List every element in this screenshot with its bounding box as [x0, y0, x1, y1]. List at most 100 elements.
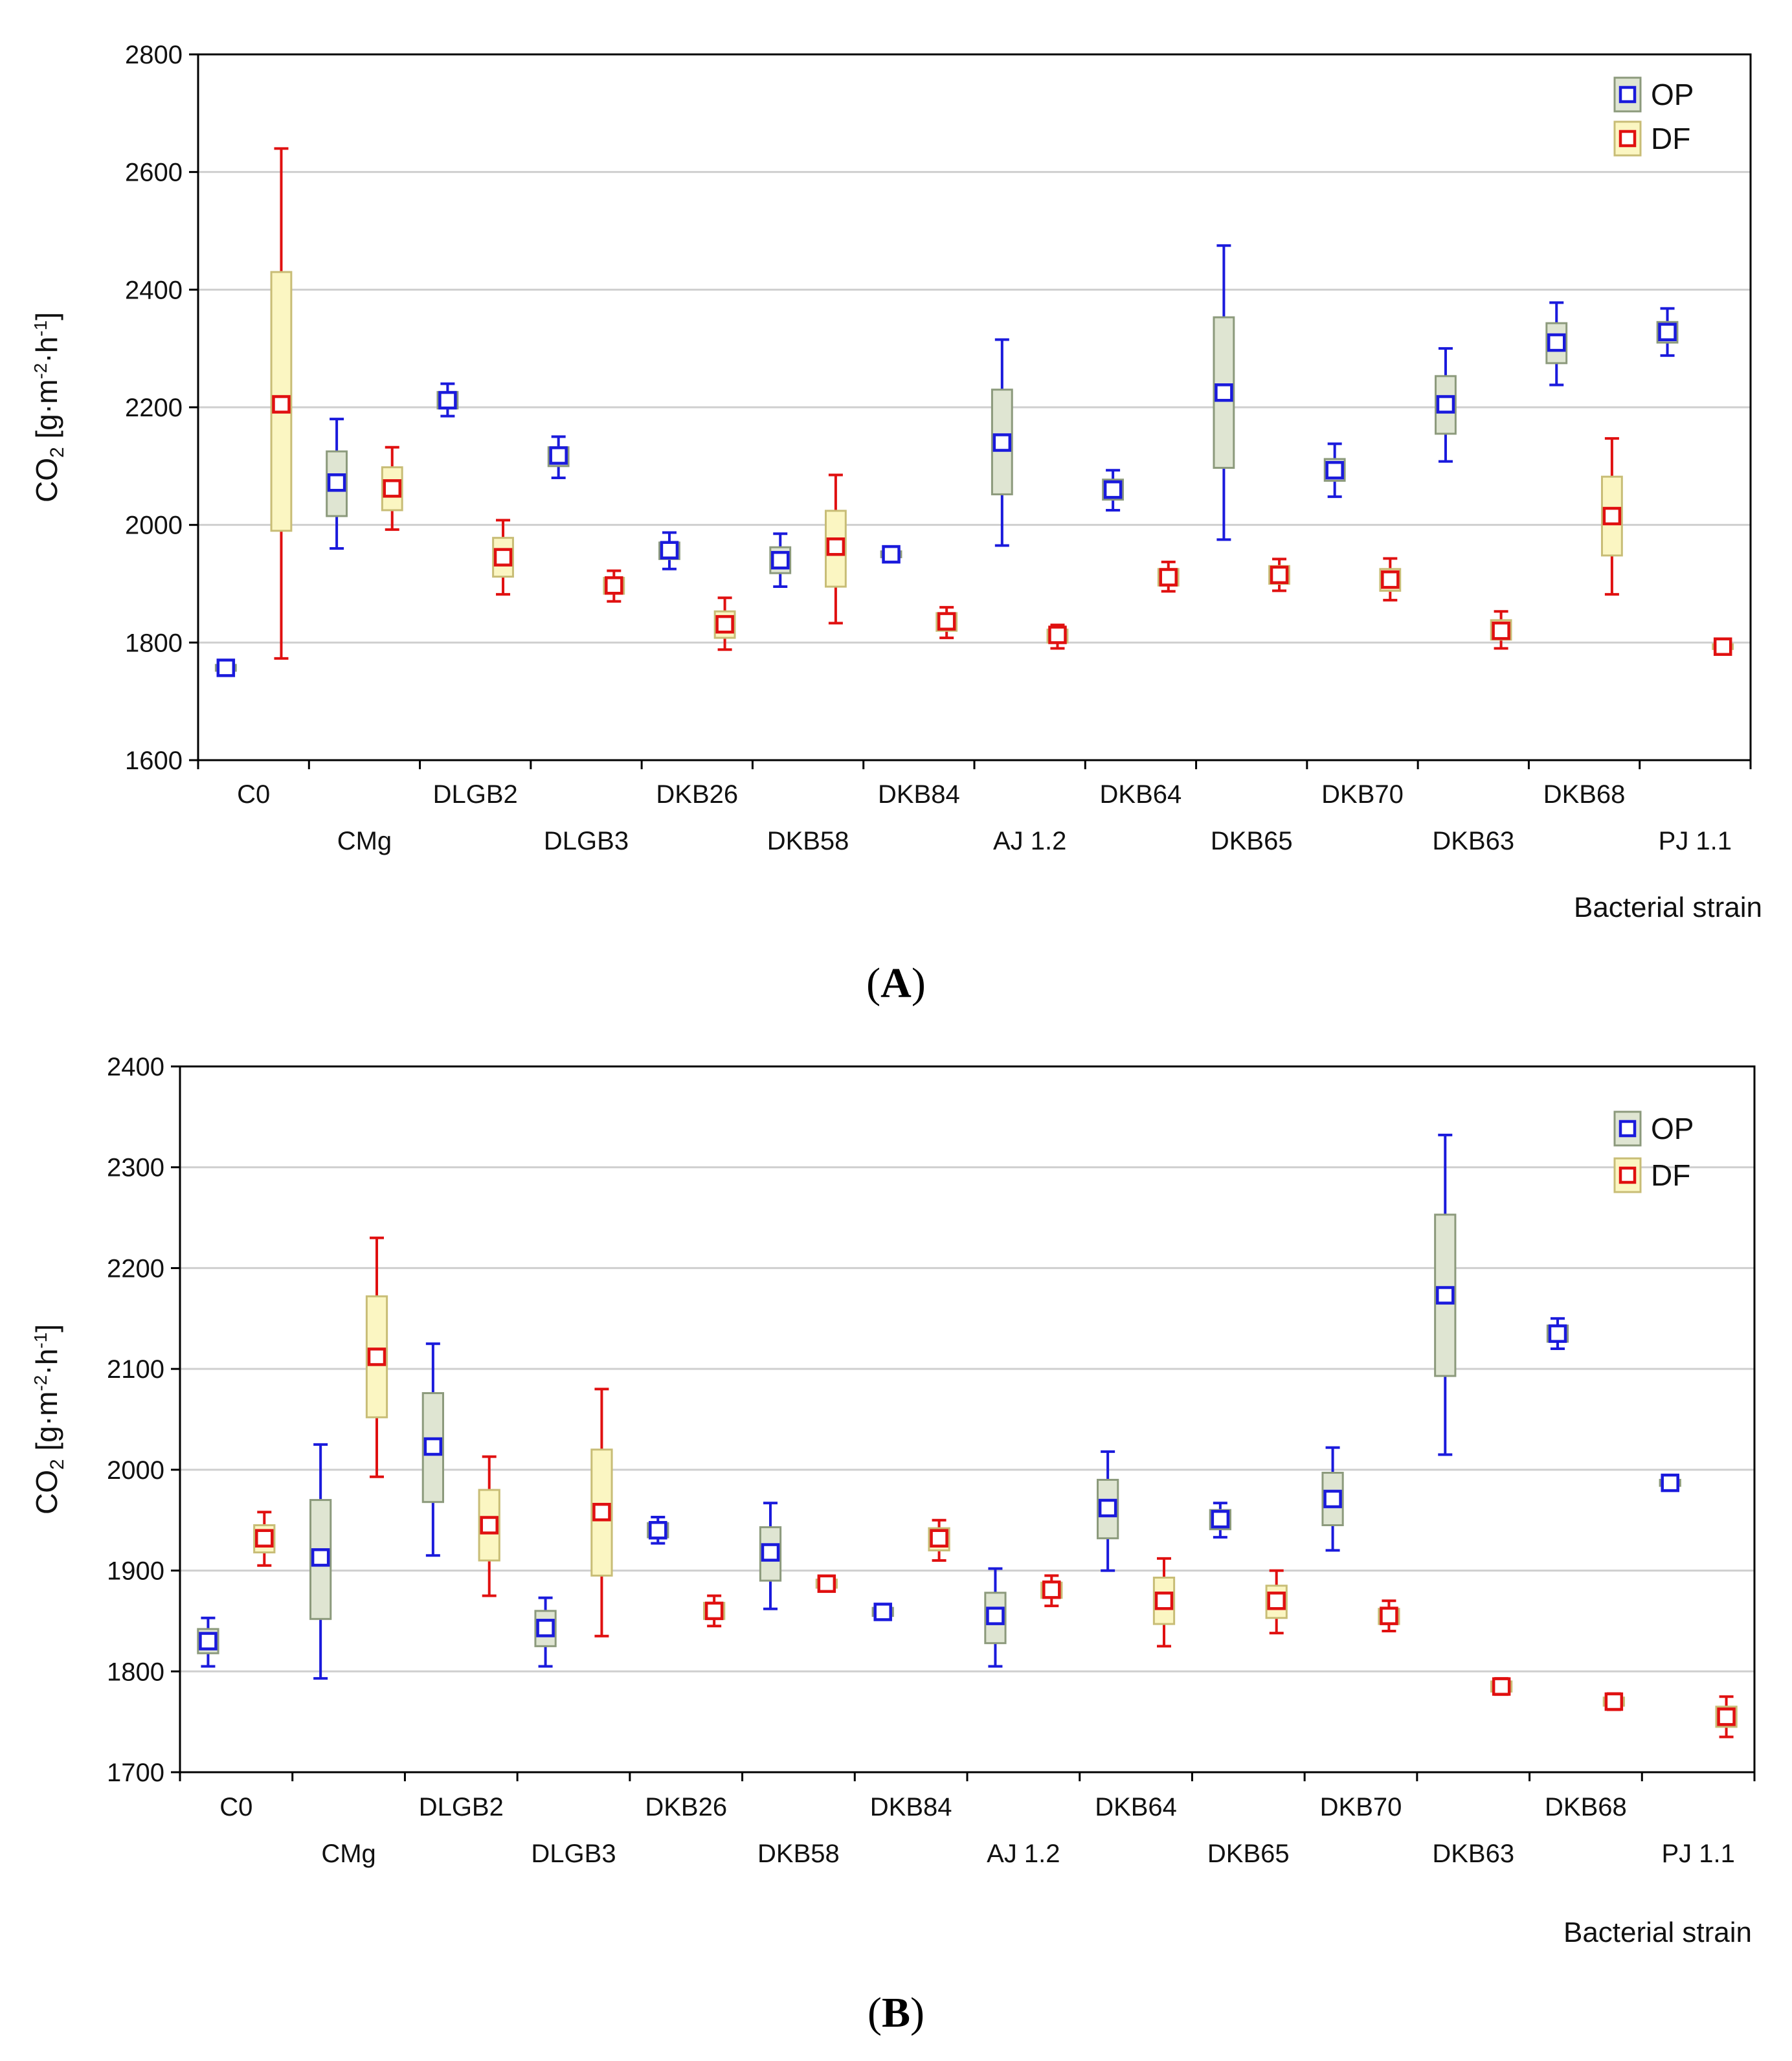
panel-label: (A) [866, 960, 926, 1007]
y-tick-label: 1600 [125, 747, 183, 775]
box-df-dkb26-mean-marker [704, 1601, 724, 1621]
box-op-dkb68-mean-marker [1547, 333, 1566, 352]
y-axis-label-part: -1 [30, 321, 50, 337]
y-tick-label: 1800 [107, 1658, 164, 1686]
box-df-dkb70-mean-marker [1380, 1606, 1398, 1625]
panel-label-letter: B [882, 1989, 910, 2036]
box-op-dkb26-mean-marker [660, 541, 679, 559]
x-tick-label-c0: C0 [219, 1793, 252, 1821]
box-df-c0-mean-marker [272, 395, 291, 414]
box-df-dlgb3-mean-marker [605, 576, 623, 595]
y-axis-label-part: CO [30, 1470, 63, 1515]
y-axis-label-part: ·h [30, 337, 63, 363]
panel-label: (B) [868, 1989, 924, 2036]
x-tick-label-dkb68: DKB68 [1543, 780, 1626, 809]
legend-label-df: DF [1651, 122, 1690, 155]
chart-a-svg: 1600 1800 2000 2200 2400 2600 2800 C0 CMg DLGB2 DL… [30, 41, 1762, 1007]
y-tick-label: 2200 [125, 394, 183, 422]
box-op-pj-1-1-mean-marker [1661, 1473, 1679, 1492]
chart-panel-b: 1700 1800 1900 2000 2100 2200 2300 2400 C0 CMg DLG… [0, 1030, 1792, 2061]
y-tick-label: 2200 [107, 1254, 164, 1283]
x-tick-label-cmg: CMg [321, 1840, 375, 1868]
box-df-aj-1-2-mean-marker [1042, 1580, 1061, 1599]
box-df-dkb64-mean-marker [1154, 1592, 1174, 1610]
box-df-dlgb2-mean-marker [480, 1516, 498, 1535]
x-tick-label-dkb26: DKB26 [645, 1793, 727, 1821]
panel-label-open: ( [868, 1989, 882, 2036]
y-axis-label: CO2 [g·m-2·h-1] [30, 312, 68, 502]
box-op-dkb64-mean-marker [1098, 1498, 1117, 1518]
box-op-dkb26-mean-marker [649, 1521, 667, 1540]
x-tick-label-dlgb3: DLGB3 [544, 827, 629, 855]
box-df-dlgb2-mean-marker [493, 548, 513, 567]
x-tick-label-dkb84: DKB84 [878, 780, 960, 809]
x-tick-label-dkb58: DKB58 [757, 1840, 840, 1868]
box-op-dkb58-mean-marker [771, 550, 790, 570]
y-tick-label: 1700 [107, 1759, 164, 1787]
x-tick-label-dkb64: DKB64 [1095, 1793, 1177, 1821]
panel-label-close: ) [912, 960, 926, 1007]
box-df-pj-1-1-mean-marker [1717, 1707, 1736, 1726]
box-op-pj-1-1-mean-marker [1658, 322, 1677, 341]
y-axis-label-part: 2 [47, 447, 68, 458]
box-op-dkb65-mean-marker [1215, 383, 1233, 402]
y-axis-label-part: ] [30, 312, 63, 321]
x-tick-label-pj-1-1: PJ 1.1 [1659, 827, 1732, 855]
x-tick-label-dkb84: DKB84 [870, 1793, 952, 1821]
x-tick-label-c0: C0 [237, 780, 270, 809]
y-axis-label-part: [g·m [30, 1391, 63, 1459]
box-df-dkb65-mean-marker [1267, 1592, 1286, 1610]
legend-label-op: OP [1651, 1112, 1694, 1145]
box-df-dkb58-mean-marker [826, 537, 846, 556]
y-tick-label: 2800 [125, 41, 183, 69]
box-op-aj-1-2-mean-marker [986, 1606, 1005, 1625]
box-op-c0-mean-marker [199, 1632, 218, 1650]
box-df-dkb64-mean-marker [1159, 568, 1178, 587]
box-df-dkb65-mean-marker [1270, 565, 1289, 585]
y-tick-label: 2000 [107, 1456, 164, 1485]
legend-marker-df [1618, 130, 1637, 148]
x-tick-label-dlgb2: DLGB2 [419, 1793, 504, 1821]
box-op-dlgb2-mean-marker [423, 1437, 443, 1456]
legend-swatch-df [1613, 120, 1642, 157]
y-axis-label-part: -2 [30, 363, 50, 379]
x-tick-label-dkb58: DKB58 [767, 827, 849, 855]
box-op-dkb70-mean-marker [1323, 1489, 1342, 1509]
x-tick-label-dlgb3: DLGB3 [531, 1840, 616, 1868]
box-op-dkb84-mean-marker [873, 1603, 892, 1621]
box-df-dkb58-mean-marker [817, 1574, 836, 1594]
x-tick-label-cmg: CMg [337, 827, 392, 855]
x-tick-label-dkb64: DKB64 [1100, 780, 1182, 809]
box-df-dkb70-mean-marker [1381, 570, 1400, 589]
plot-frame [179, 1065, 1756, 1774]
box-op-dkb65-mean-marker [1211, 1509, 1230, 1529]
box-op-dkb70-mean-marker [1325, 460, 1344, 480]
x-tick-label-dkb65: DKB65 [1207, 1840, 1290, 1868]
x-tick-label-aj-1-2: AJ 1.2 [993, 827, 1066, 855]
panel-label-close: ) [910, 1989, 924, 2036]
box-df-dkb26-mean-marker [715, 614, 734, 634]
x-tick-label-dkb65: DKB65 [1211, 827, 1293, 855]
y-tick-label: 1900 [107, 1557, 164, 1586]
x-axis-label: Bacterial strain [1563, 1917, 1752, 1948]
y-tick-label: 2300 [107, 1154, 164, 1182]
box-op-dkb58-mean-marker [761, 1543, 780, 1562]
box-df-cmg-mean-marker [383, 479, 401, 498]
box-op-dkb64-mean-marker [1103, 480, 1123, 499]
x-tick-label-dkb70: DKB70 [1321, 780, 1404, 809]
box-op-dlgb3-mean-marker [549, 446, 568, 465]
y-axis-label-part: CO [30, 458, 63, 502]
box-df-dlgb3-mean-marker [592, 1503, 611, 1522]
x-tick-label-dkb70: DKB70 [1320, 1793, 1402, 1821]
y-axis-label-part: ] [30, 1324, 63, 1333]
y-axis-label-part: -2 [30, 1375, 50, 1391]
box-op-cmg-mean-marker [327, 473, 346, 492]
y-tick-label: 2600 [125, 159, 183, 187]
x-tick-label-aj-1-2: AJ 1.2 [987, 1840, 1060, 1868]
x-tick-label-dkb68: DKB68 [1545, 1793, 1627, 1821]
y-tick-label: 1800 [125, 629, 183, 657]
box-df-dkb84-mean-marker [937, 612, 956, 631]
box-df-c0-mean-marker [255, 1529, 274, 1548]
panel-label-letter: A [880, 960, 912, 1007]
legend-marker-df [1618, 1166, 1637, 1184]
